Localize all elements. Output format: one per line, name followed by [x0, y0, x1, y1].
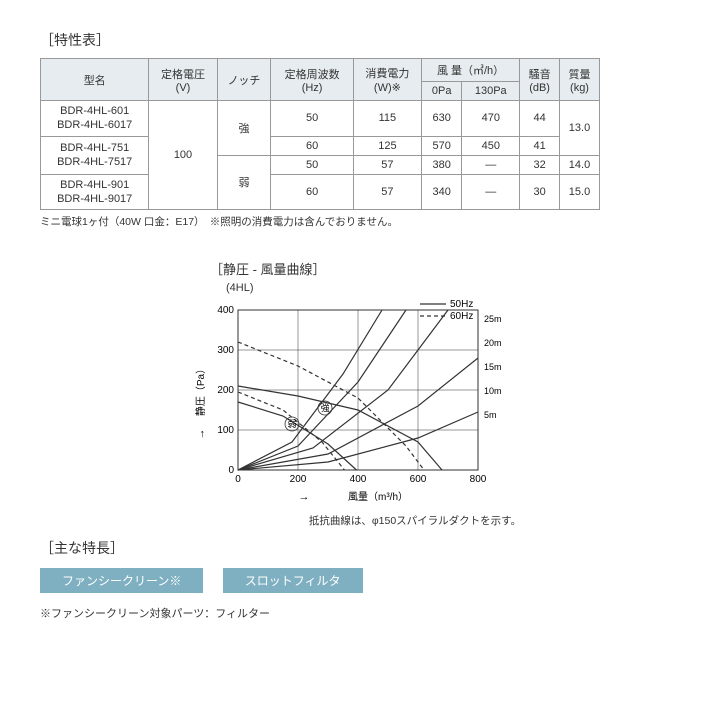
svg-text:100: 100 — [217, 425, 234, 436]
cell: 60 — [271, 136, 353, 155]
svg-text:20m: 20m — [484, 338, 502, 348]
th-freq: 定格周波数(Hz) — [271, 59, 353, 101]
svg-text:600: 600 — [410, 474, 427, 485]
cell: 50 — [271, 155, 353, 174]
mass-3: 15.0 — [560, 174, 600, 210]
svg-text:0: 0 — [235, 474, 241, 485]
features-title: ［主な特長］ — [40, 538, 680, 558]
cell: 570 — [422, 136, 462, 155]
cell: 50 — [271, 101, 353, 137]
th-airflow-0: 0Pa — [422, 82, 462, 101]
th-airflow-130: 130Pa — [462, 82, 520, 101]
svg-text:5m: 5m — [484, 410, 497, 420]
svg-text:400: 400 — [350, 474, 367, 485]
voltage-cell: 100 — [149, 101, 217, 210]
mass-1: 13.0 — [560, 101, 600, 156]
th-mass: 質量(kg) — [560, 59, 600, 101]
cell: 30 — [520, 174, 560, 210]
svg-text:10m: 10m — [484, 386, 502, 396]
cell: 57 — [353, 155, 421, 174]
chart-svg: 0 200 400 600 800 0 100 200 300 400 25m 20m 15m 10m 5m… — [190, 294, 520, 504]
th-noise: 騒音(dB) — [520, 59, 560, 101]
cell: ― — [462, 155, 520, 174]
cell: 115 — [353, 101, 421, 137]
th-model: 型名 — [41, 59, 149, 101]
cell: ― — [462, 174, 520, 210]
cell: 340 — [422, 174, 462, 210]
svg-text:400: 400 — [217, 305, 234, 316]
feature-row: ファンシークリーン※ スロットフィルタ — [40, 568, 680, 593]
cell: 380 — [422, 155, 462, 174]
feature-pill-2: スロットフィルタ — [223, 568, 363, 593]
svg-text:強: 強 — [320, 402, 329, 413]
cell: 44 — [520, 101, 560, 137]
mass-2: 14.0 — [560, 155, 600, 174]
svg-text:→: → — [195, 429, 207, 440]
chart-caption: 抵抗曲線は、φ150スパイラルダクトを示す。 — [150, 513, 680, 528]
model-1: BDR-4HL-601BDR-4HL-6017 — [41, 101, 149, 137]
svg-text:静圧（Pa）: 静圧（Pa） — [194, 364, 207, 416]
cell: 32 — [520, 155, 560, 174]
model-3: BDR-4HL-901BDR-4HL-9017 — [41, 174, 149, 210]
svg-text:50Hz: 50Hz — [450, 299, 473, 310]
feature-note: ※ファンシークリーン対象パーツ：フィルター — [40, 605, 680, 621]
svg-text:800: 800 — [470, 474, 487, 485]
svg-text:200: 200 — [217, 385, 234, 396]
feature-pill-1: ファンシークリーン※ — [40, 568, 203, 593]
svg-text:→: → — [299, 491, 310, 503]
cell: 60 — [271, 174, 353, 210]
model-2: BDR-4HL-751BDR-4HL-7517 — [41, 136, 149, 174]
chart-title: ［静圧 - 風量曲線］ — [210, 259, 680, 278]
notch-strong: 強 — [217, 101, 271, 156]
svg-text:弱: 弱 — [287, 419, 296, 429]
chart-region: ［静圧 - 風量曲線］ (4HL) 0 200 400 600 800 0 100 200 30… — [190, 259, 680, 528]
th-notch: ノッチ — [217, 59, 271, 101]
svg-text:15m: 15m — [484, 362, 502, 372]
chart-subtitle: (4HL) — [226, 282, 680, 294]
svg-text:60Hz: 60Hz — [450, 311, 473, 322]
th-voltage: 定格電圧(V) — [149, 59, 217, 101]
th-airflow: 風 量（㎥/h） — [422, 59, 520, 82]
cell: 125 — [353, 136, 421, 155]
cell: 57 — [353, 174, 421, 210]
cell: 630 — [422, 101, 462, 137]
svg-text:風量（m³/h）: 風量（m³/h） — [348, 491, 408, 503]
spec-table: 型名 定格電圧(V) ノッチ 定格周波数(Hz) 消費電力(W)※ 風 量（㎥/… — [40, 58, 600, 210]
cell: 41 — [520, 136, 560, 155]
spec-table-title: ［特性表］ — [40, 30, 680, 50]
table-footnote: ミニ電球1ヶ付（40W 口金：E17） ※照明の消費電力は含んでおりません。 — [40, 214, 680, 229]
svg-text:25m: 25m — [484, 314, 502, 324]
svg-text:0: 0 — [228, 465, 234, 476]
cell: 450 — [462, 136, 520, 155]
svg-text:200: 200 — [290, 474, 307, 485]
notch-weak: 弱 — [217, 155, 271, 210]
svg-text:300: 300 — [217, 345, 234, 356]
th-power: 消費電力(W)※ — [353, 59, 421, 101]
cell: 470 — [462, 101, 520, 137]
